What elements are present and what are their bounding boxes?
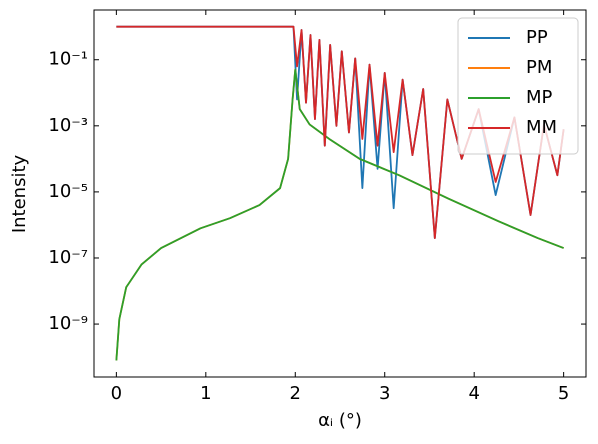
x-axis-label: αᵢ (°)	[318, 410, 362, 431]
legend-label: MM	[526, 117, 557, 138]
y-tick-label: 10⁻³	[48, 115, 88, 136]
y-tick-label: 10⁻⁵	[48, 181, 88, 202]
x-tick-label: 5	[558, 383, 569, 404]
x-tick-label: 3	[379, 383, 390, 404]
y-tick-label: 10⁻⁹	[48, 313, 88, 334]
series-line	[116, 25, 565, 239]
x-tick-label: 0	[111, 383, 122, 404]
y-tick-label: 10⁻⁷	[48, 247, 88, 268]
legend-label: PP	[526, 27, 548, 48]
x-tick-label: 4	[468, 383, 479, 404]
y-axis-label: Intensity	[9, 154, 30, 233]
y-tick-label: 10⁻¹	[48, 49, 88, 70]
x-tick-label: 2	[290, 383, 301, 404]
x-tick-label: 1	[200, 383, 211, 404]
legend-box	[457, 17, 579, 155]
legend-label: PM	[526, 57, 552, 78]
legend-label: MP	[526, 87, 553, 108]
plot-frame	[93, 9, 587, 378]
